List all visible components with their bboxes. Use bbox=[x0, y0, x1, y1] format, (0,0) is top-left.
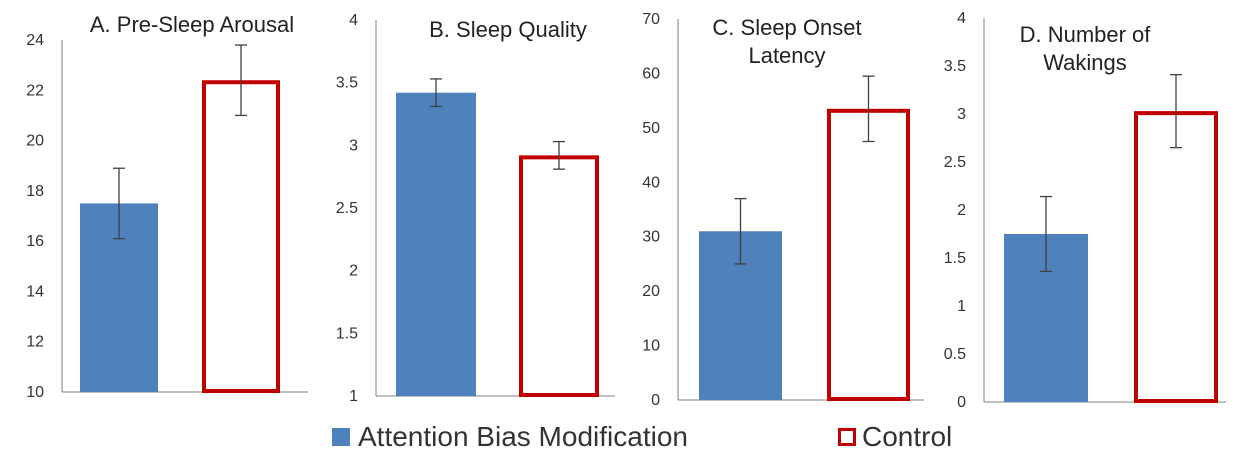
chart-panel-b: 1 1.5 2 2.5 3 3.5 4 B. Sleep Quality bbox=[336, 12, 615, 405]
y-tick-label: 3 bbox=[957, 106, 966, 123]
bar-control bbox=[1134, 111, 1218, 404]
legend-item-control: Control bbox=[838, 420, 952, 454]
y-tick-label: 30 bbox=[642, 229, 660, 246]
legend-item-abm: Attention Bias Modification bbox=[332, 420, 688, 454]
y-tick-label: 1 bbox=[957, 298, 966, 315]
y-tick-label: 14 bbox=[26, 283, 44, 300]
y-tick-label: 40 bbox=[642, 174, 660, 191]
legend-swatch-control bbox=[838, 428, 856, 446]
y-tick-label: 10 bbox=[642, 338, 660, 355]
chart-title-line: A. Pre-Sleep Arousal bbox=[90, 12, 294, 37]
y-tick-label: 4 bbox=[957, 10, 966, 27]
bar-abm bbox=[396, 92, 476, 397]
chart-title-line: D. Number of bbox=[1020, 22, 1152, 47]
y-tick-label: 24 bbox=[26, 32, 44, 49]
y-tick-label: 18 bbox=[26, 183, 44, 200]
legend-swatch-abm bbox=[332, 428, 350, 446]
y-tick-label: 20 bbox=[26, 133, 44, 150]
chart-title-line: Wakings bbox=[1043, 50, 1127, 75]
y-tick-label: 4 bbox=[349, 12, 358, 29]
y-tick-label: 2.5 bbox=[336, 200, 358, 217]
bar-control bbox=[202, 80, 280, 393]
y-tick-label: 16 bbox=[26, 233, 44, 250]
y-tick-label: 10 bbox=[26, 384, 44, 401]
y-tick-label: 12 bbox=[26, 334, 44, 351]
bar-control bbox=[519, 155, 599, 397]
chart-panel-a: 10 12 14 16 18 20 22 24 A. Pre-Sleep Arousal bbox=[26, 12, 308, 401]
y-tick-label: 3.5 bbox=[944, 58, 966, 75]
y-tick-label: 0.5 bbox=[944, 346, 966, 363]
y-tick-label: 0 bbox=[651, 392, 660, 409]
y-tick-label: 1 bbox=[349, 388, 358, 405]
y-tick-label: 3.5 bbox=[336, 75, 358, 92]
chart-title: C. Sleep Onset Latency bbox=[712, 15, 861, 68]
chart-title: D. Number of Wakings bbox=[1020, 22, 1152, 75]
chart-panel-d: 0 0.5 1 1.5 2 2.5 3 3.5 4 D. Number of Wakings bbox=[944, 10, 1226, 411]
y-tick-label: 2 bbox=[957, 202, 966, 219]
y-tick-label: 1.5 bbox=[944, 250, 966, 267]
y-tick-label: 70 bbox=[642, 11, 660, 28]
y-tick-label: 1.5 bbox=[336, 325, 358, 342]
legend-label-control: Control bbox=[862, 421, 953, 452]
chart-title: A. Pre-Sleep Arousal bbox=[90, 12, 294, 37]
y-tick-label: 2.5 bbox=[944, 154, 966, 171]
chart-panel-c: 0 10 20 30 40 50 60 70 C. Sleep Onset Latency bbox=[642, 11, 924, 409]
y-tick-label: 60 bbox=[642, 65, 660, 82]
y-tick-label: 22 bbox=[26, 82, 44, 99]
bar-control bbox=[827, 108, 910, 402]
y-tick-label: 0 bbox=[957, 394, 966, 411]
chart-title-line: Latency bbox=[748, 43, 825, 68]
y-tick-label: 3 bbox=[349, 137, 358, 154]
y-tick-label: 2 bbox=[349, 263, 358, 280]
legend: Attention Bias Modification Control bbox=[0, 420, 1241, 454]
legend-label-abm: Attention Bias Modification bbox=[358, 421, 688, 452]
chart-title: B. Sleep Quality bbox=[429, 17, 587, 42]
y-tick-label: 20 bbox=[642, 283, 660, 300]
y-tick-label: 50 bbox=[642, 120, 660, 137]
chart-title-line: B. Sleep Quality bbox=[429, 17, 587, 42]
chart-title-line: C. Sleep Onset bbox=[712, 15, 861, 40]
